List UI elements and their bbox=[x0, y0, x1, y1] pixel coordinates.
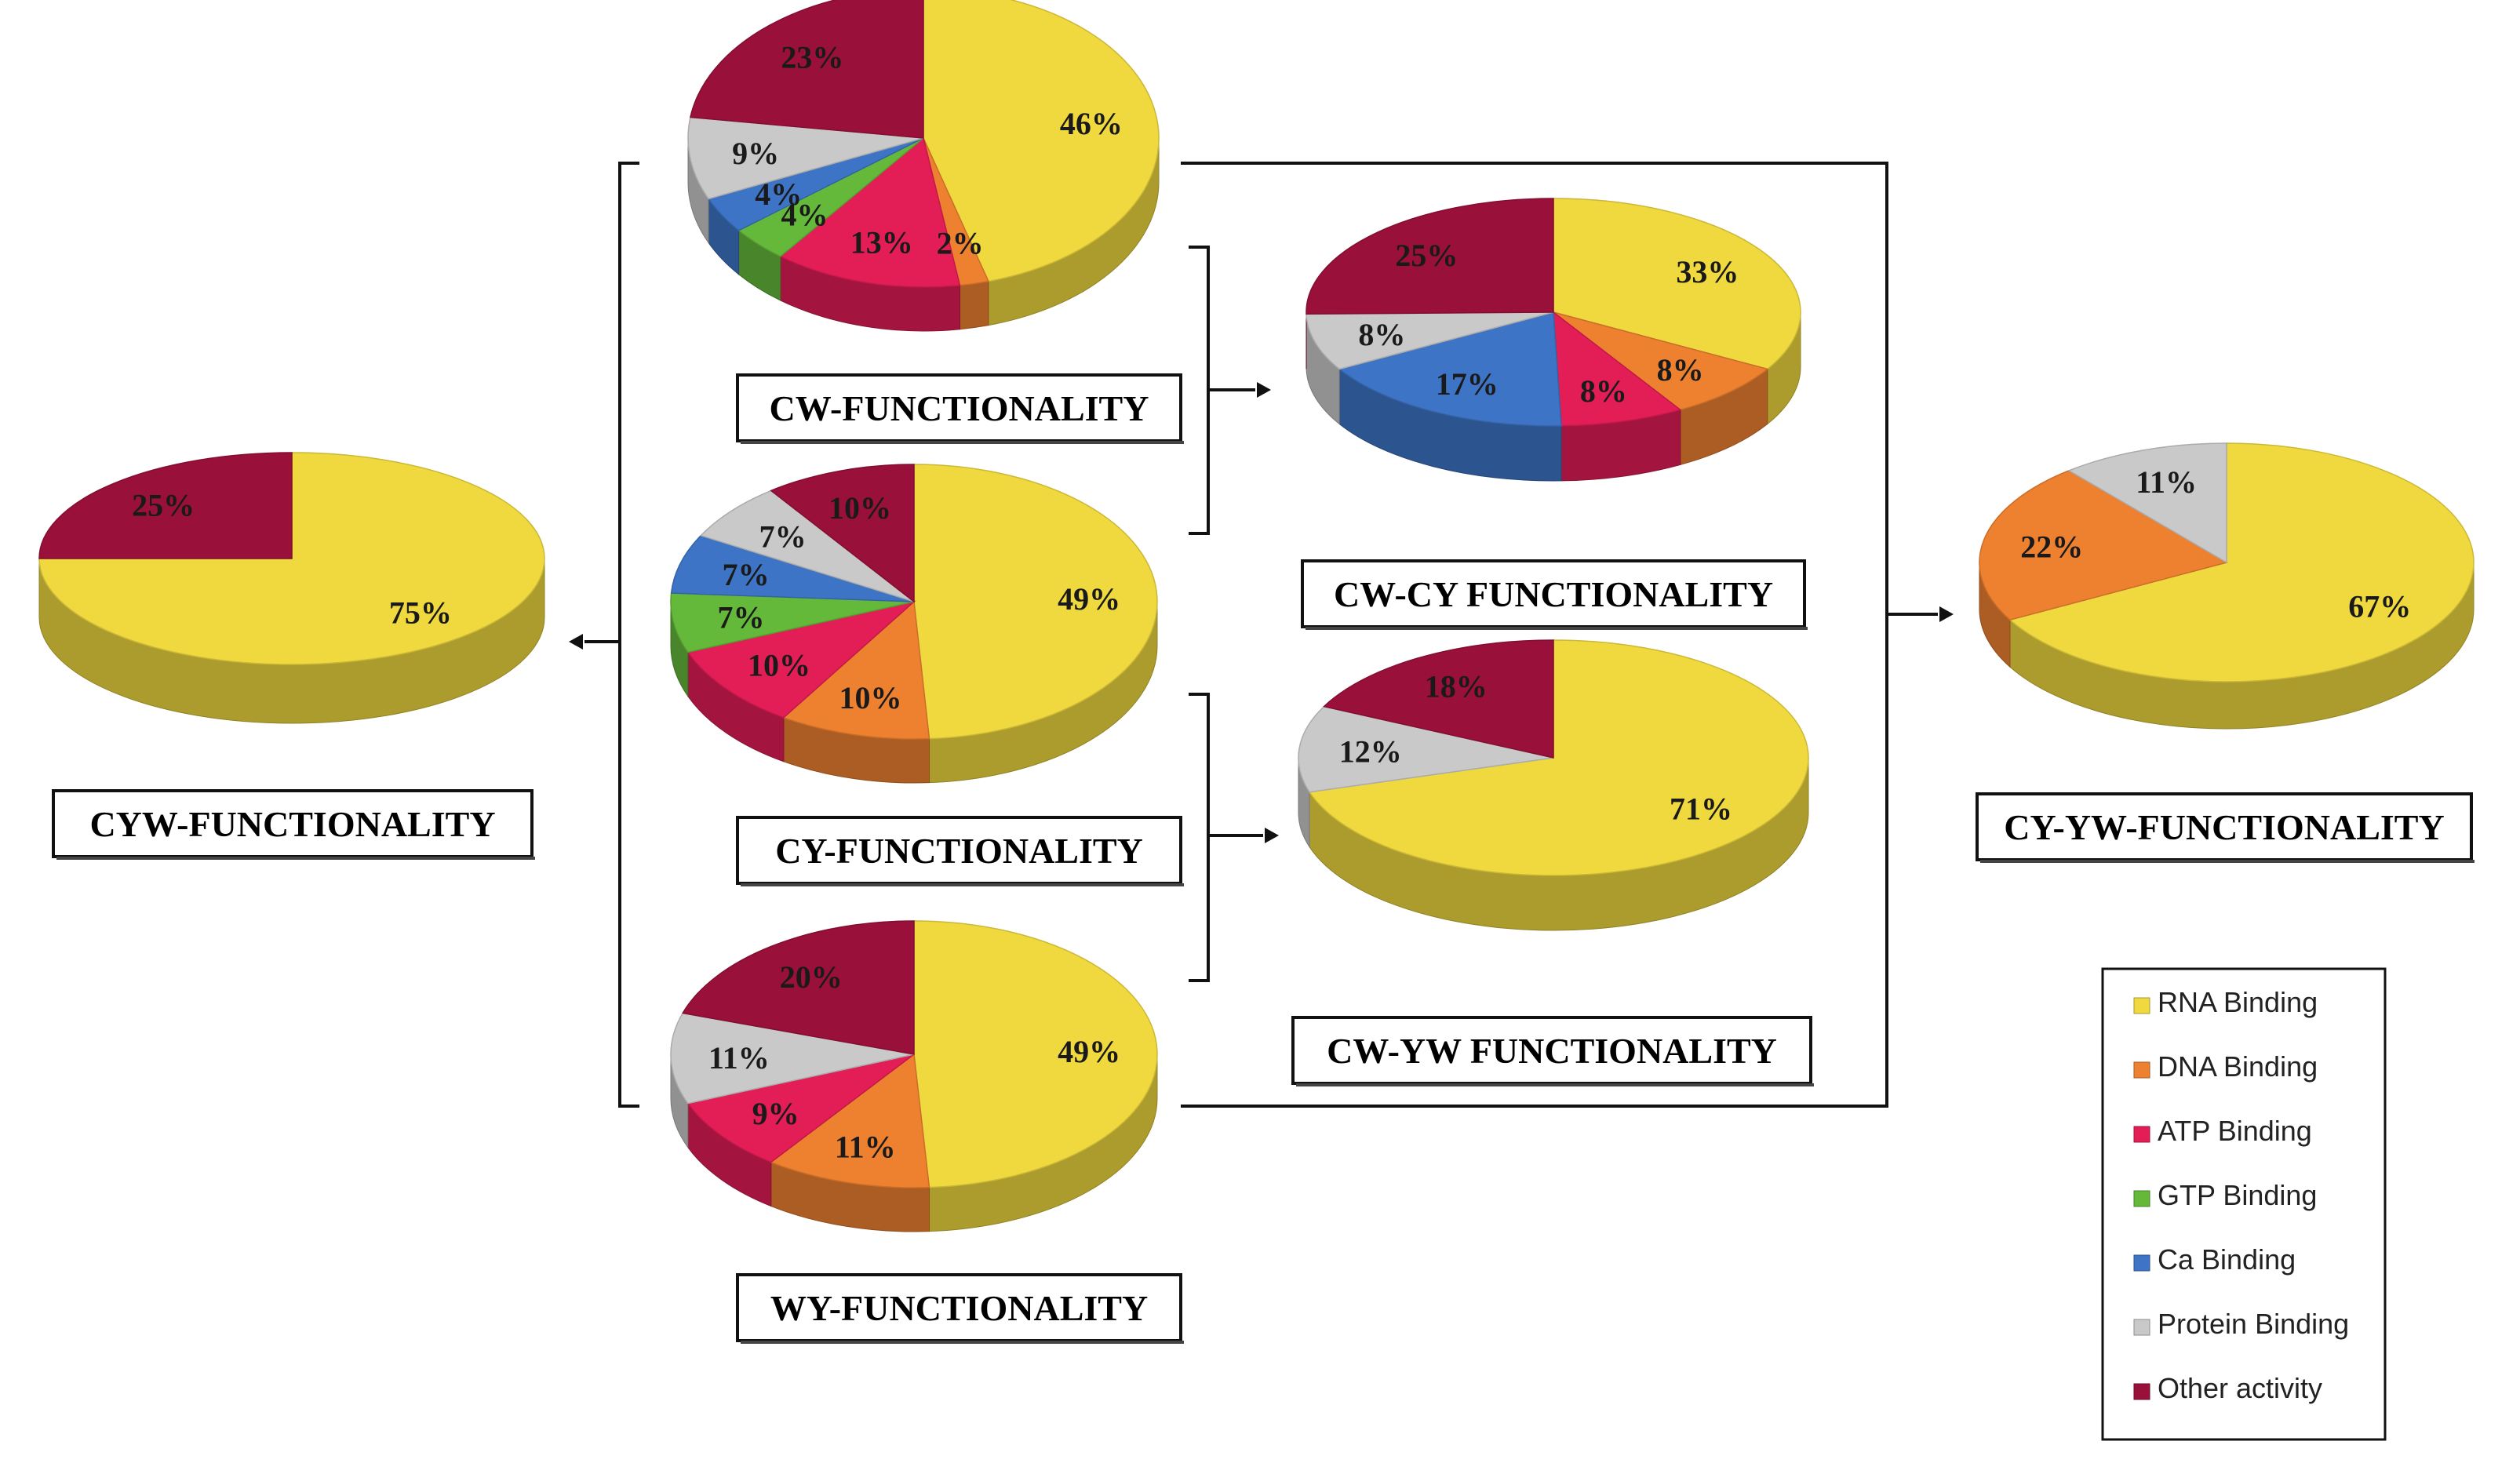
pie-cw-side-dna bbox=[960, 282, 988, 329]
legend-swatch-other bbox=[2134, 1384, 2150, 1399]
title-cwcy: CW-CY FUNCTIONALITY bbox=[1334, 574, 1773, 614]
pie-cyyw-pct-protein: 11% bbox=[2136, 464, 2197, 500]
pie-cwcy: 33% 8% 8% 17% 8% 25% bbox=[1306, 198, 1801, 481]
pie-cw: 46%2%13%4%4%9%23% bbox=[688, 0, 1159, 331]
title-box-shadow-cwyw bbox=[1296, 1083, 1814, 1086]
legend-label-protein: Protein Binding bbox=[2158, 1308, 2349, 1340]
pie-cw-pct-atp: 13% bbox=[850, 225, 913, 260]
pie-cw-pct-ca: 4% bbox=[755, 177, 802, 212]
pie-cwcy-pct-atp: 8% bbox=[1580, 373, 1627, 409]
title-box-cwyw: CW-YW FUNCTIONALITY bbox=[1293, 1017, 1814, 1086]
title-cw: CW-FUNCTIONALITY bbox=[770, 388, 1149, 428]
bracket-cy-wy bbox=[1189, 694, 1208, 981]
legend-swatch-rna bbox=[2134, 998, 2150, 1014]
title-cy: CY-FUNCTIONALITY bbox=[775, 831, 1143, 871]
arrow-to-cwcy bbox=[1257, 382, 1271, 398]
pie-cy-pct-dna: 10% bbox=[839, 680, 901, 715]
pie-cw-pct-protein: 9% bbox=[732, 136, 779, 171]
title-box-cyw: CYW-FUNCTIONALITY bbox=[53, 791, 535, 860]
pie-cy: 49%10%10%7%7%7%10% bbox=[671, 464, 1157, 783]
title-box-shadow-cwcy bbox=[1306, 627, 1808, 630]
pie-cwyw-pct-other: 18% bbox=[1425, 668, 1488, 704]
title-cyw: CYW-FUNCTIONALITY bbox=[89, 804, 495, 844]
legend-label-dna: DNA Binding bbox=[2158, 1050, 2318, 1083]
pie-wy: 49% 11% 9% 11% 20% bbox=[671, 921, 1157, 1232]
title-box-shadow-wy bbox=[741, 1341, 1184, 1344]
legend-label-other: Other activity bbox=[2158, 1372, 2322, 1404]
pie-cwcy-pct-protein: 8% bbox=[1358, 317, 1405, 352]
arrow-to-cyw bbox=[569, 634, 583, 650]
legend: RNA Binding DNA Binding ATP Binding GTP Bin… bbox=[2103, 969, 2385, 1439]
pie-cyyw-pct-dna: 22% bbox=[2020, 529, 2083, 564]
bracket-left-main bbox=[620, 163, 639, 1106]
pie-cyw-pct-other: 25% bbox=[132, 487, 195, 522]
pie-cwyw: 71% 12% 18% bbox=[1298, 640, 1808, 930]
legend-swatch-dna bbox=[2134, 1062, 2150, 1078]
title-cyyw: CY-YW-FUNCTIONALITY bbox=[2004, 807, 2444, 847]
pie-cwcy-pct-rna: 33% bbox=[1676, 254, 1739, 289]
pie-wy-pct-atp: 9% bbox=[752, 1096, 799, 1131]
title-box-shadow-cyw bbox=[56, 857, 535, 860]
pie-cy-pct-other: 10% bbox=[828, 490, 891, 526]
legend-label-gtp: GTP Binding bbox=[2158, 1179, 2317, 1211]
pie-wy-pct-rna: 49% bbox=[1058, 1034, 1120, 1069]
title-wy: WY-FUNCTIONALITY bbox=[770, 1288, 1148, 1328]
pie-cyw: 75% 25% bbox=[39, 453, 544, 723]
pie-wy-pct-dna: 11% bbox=[835, 1130, 896, 1165]
legend-swatch-atp bbox=[2134, 1126, 2150, 1142]
legend-swatch-ca bbox=[2134, 1255, 2150, 1271]
title-box-cy: CY-FUNCTIONALITY bbox=[737, 817, 1184, 886]
title-box-shadow-cy bbox=[741, 883, 1184, 886]
arrow-to-cyyw bbox=[1939, 606, 1954, 622]
title-box-cw: CW-FUNCTIONALITY bbox=[737, 375, 1184, 444]
title-box-shadow-cw bbox=[741, 441, 1184, 444]
pie-cw-pct-rna: 46% bbox=[1060, 106, 1123, 141]
pie-cy-pct-ca: 7% bbox=[723, 557, 770, 592]
pie-cwcy-pct-dna: 8% bbox=[1657, 352, 1704, 388]
bracket-cw-cy bbox=[1189, 247, 1208, 533]
pie-cy-pct-protein: 7% bbox=[759, 519, 807, 555]
pie-cy-pct-rna: 49% bbox=[1058, 581, 1120, 617]
pie-cw-pct-dna: 2% bbox=[937, 226, 984, 261]
legend-swatch-protein bbox=[2134, 1319, 2150, 1335]
pie-cw-pct-other: 23% bbox=[781, 40, 843, 75]
title-box-cyyw: CY-YW-FUNCTIONALITY bbox=[1977, 794, 2474, 863]
pie-cyyw: 67% 22% 11% bbox=[1979, 443, 2474, 729]
pie-cy-pct-atp: 10% bbox=[748, 647, 810, 682]
pie-cyw-pct-rna: 75% bbox=[389, 595, 452, 631]
pie-cwcy-pct-ca: 17% bbox=[1436, 366, 1499, 402]
title-cwyw: CW-YW FUNCTIONALITY bbox=[1327, 1031, 1777, 1071]
legend-label-rna: RNA Binding bbox=[2158, 986, 2318, 1018]
title-box-wy: WY-FUNCTIONALITY bbox=[737, 1275, 1184, 1344]
arrow-to-cwyw bbox=[1265, 828, 1279, 843]
pie-cwyw-pct-rna: 71% bbox=[1670, 791, 1732, 826]
pie-wy-pct-protein: 11% bbox=[708, 1040, 770, 1075]
pie-cyyw-pct-rna: 67% bbox=[2348, 589, 2411, 624]
title-box-cwcy: CW-CY FUNCTIONALITY bbox=[1302, 561, 1808, 630]
pie-wy-pct-other: 20% bbox=[780, 959, 843, 995]
legend-label-ca: Ca Binding bbox=[2158, 1243, 2296, 1276]
title-box-shadow-cyyw bbox=[1980, 860, 2474, 863]
pie-cy-pct-gtp: 7% bbox=[718, 600, 765, 635]
legend-swatch-gtp bbox=[2134, 1191, 2150, 1206]
legend-label-atp: ATP Binding bbox=[2158, 1115, 2312, 1147]
pie-cwyw-pct-protein: 12% bbox=[1339, 734, 1402, 770]
pie-cwcy-pct-other: 25% bbox=[1395, 238, 1458, 273]
